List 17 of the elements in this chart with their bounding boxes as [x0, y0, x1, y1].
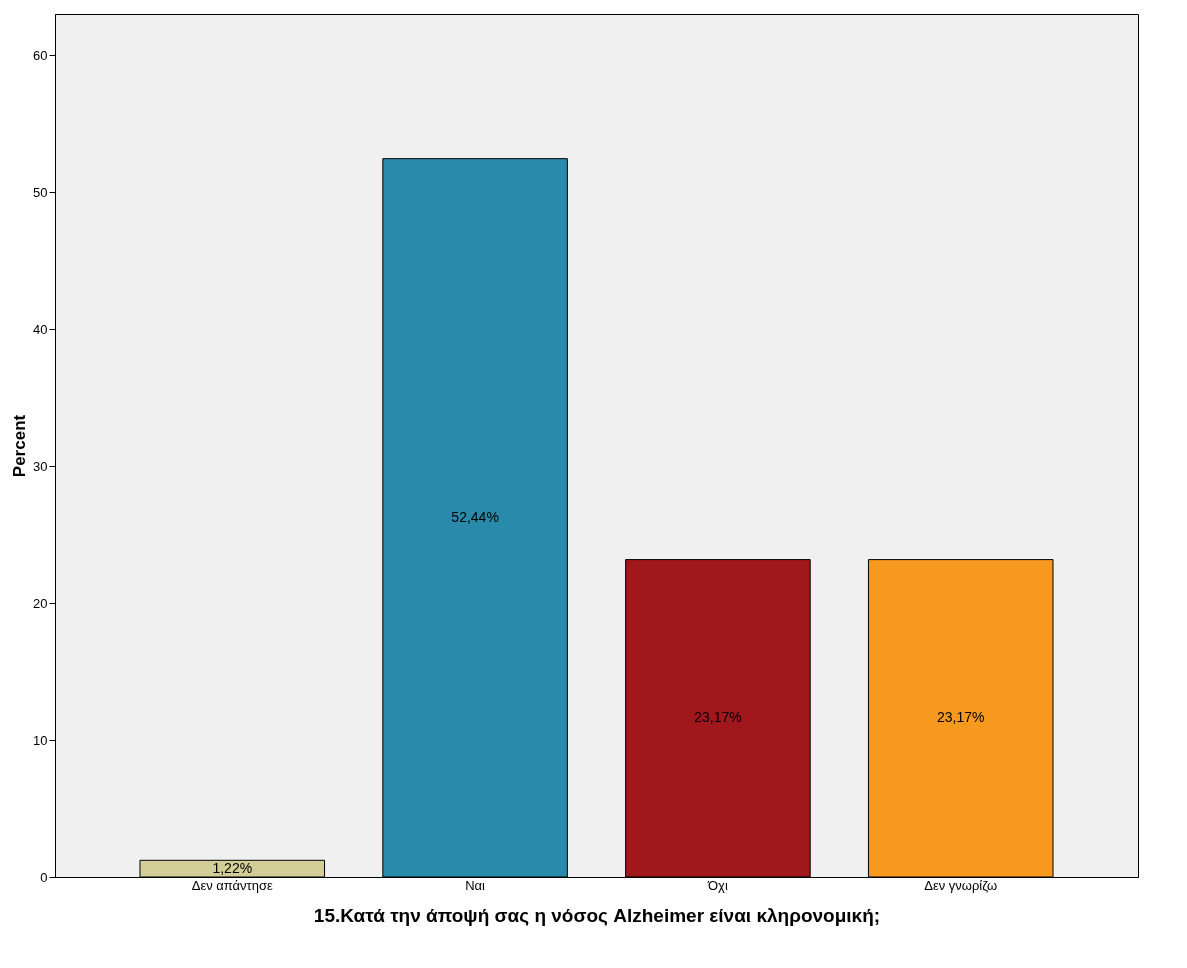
y-tick-label: 10: [33, 732, 48, 748]
x-tick-label: Όχι: [707, 877, 728, 893]
data-label: 23,17%: [937, 709, 985, 726]
x-tick-label: Ναι: [465, 877, 486, 893]
x-tick-label: Δεν γνωρίζω: [924, 877, 998, 893]
data-label: 52,44%: [451, 508, 499, 525]
data-label: 1,22%: [212, 859, 253, 876]
y-tick-label: 60: [33, 47, 48, 63]
y-tick-label: 40: [33, 321, 48, 337]
data-label: 23,17%: [694, 709, 742, 726]
y-tick-label: 50: [33, 184, 48, 200]
x-tick-label: Δεν απάντησε: [191, 877, 274, 893]
y-axis-title: Percent: [10, 414, 30, 478]
y-tick-label: 30: [33, 458, 48, 474]
x-axis-title: 15.Κατά την άποψή σας η νόσος Alzheimer είναι κληρονομική;: [313, 904, 881, 926]
y-tick-label: 20: [33, 595, 48, 611]
y-tick-label: 0: [40, 869, 48, 885]
